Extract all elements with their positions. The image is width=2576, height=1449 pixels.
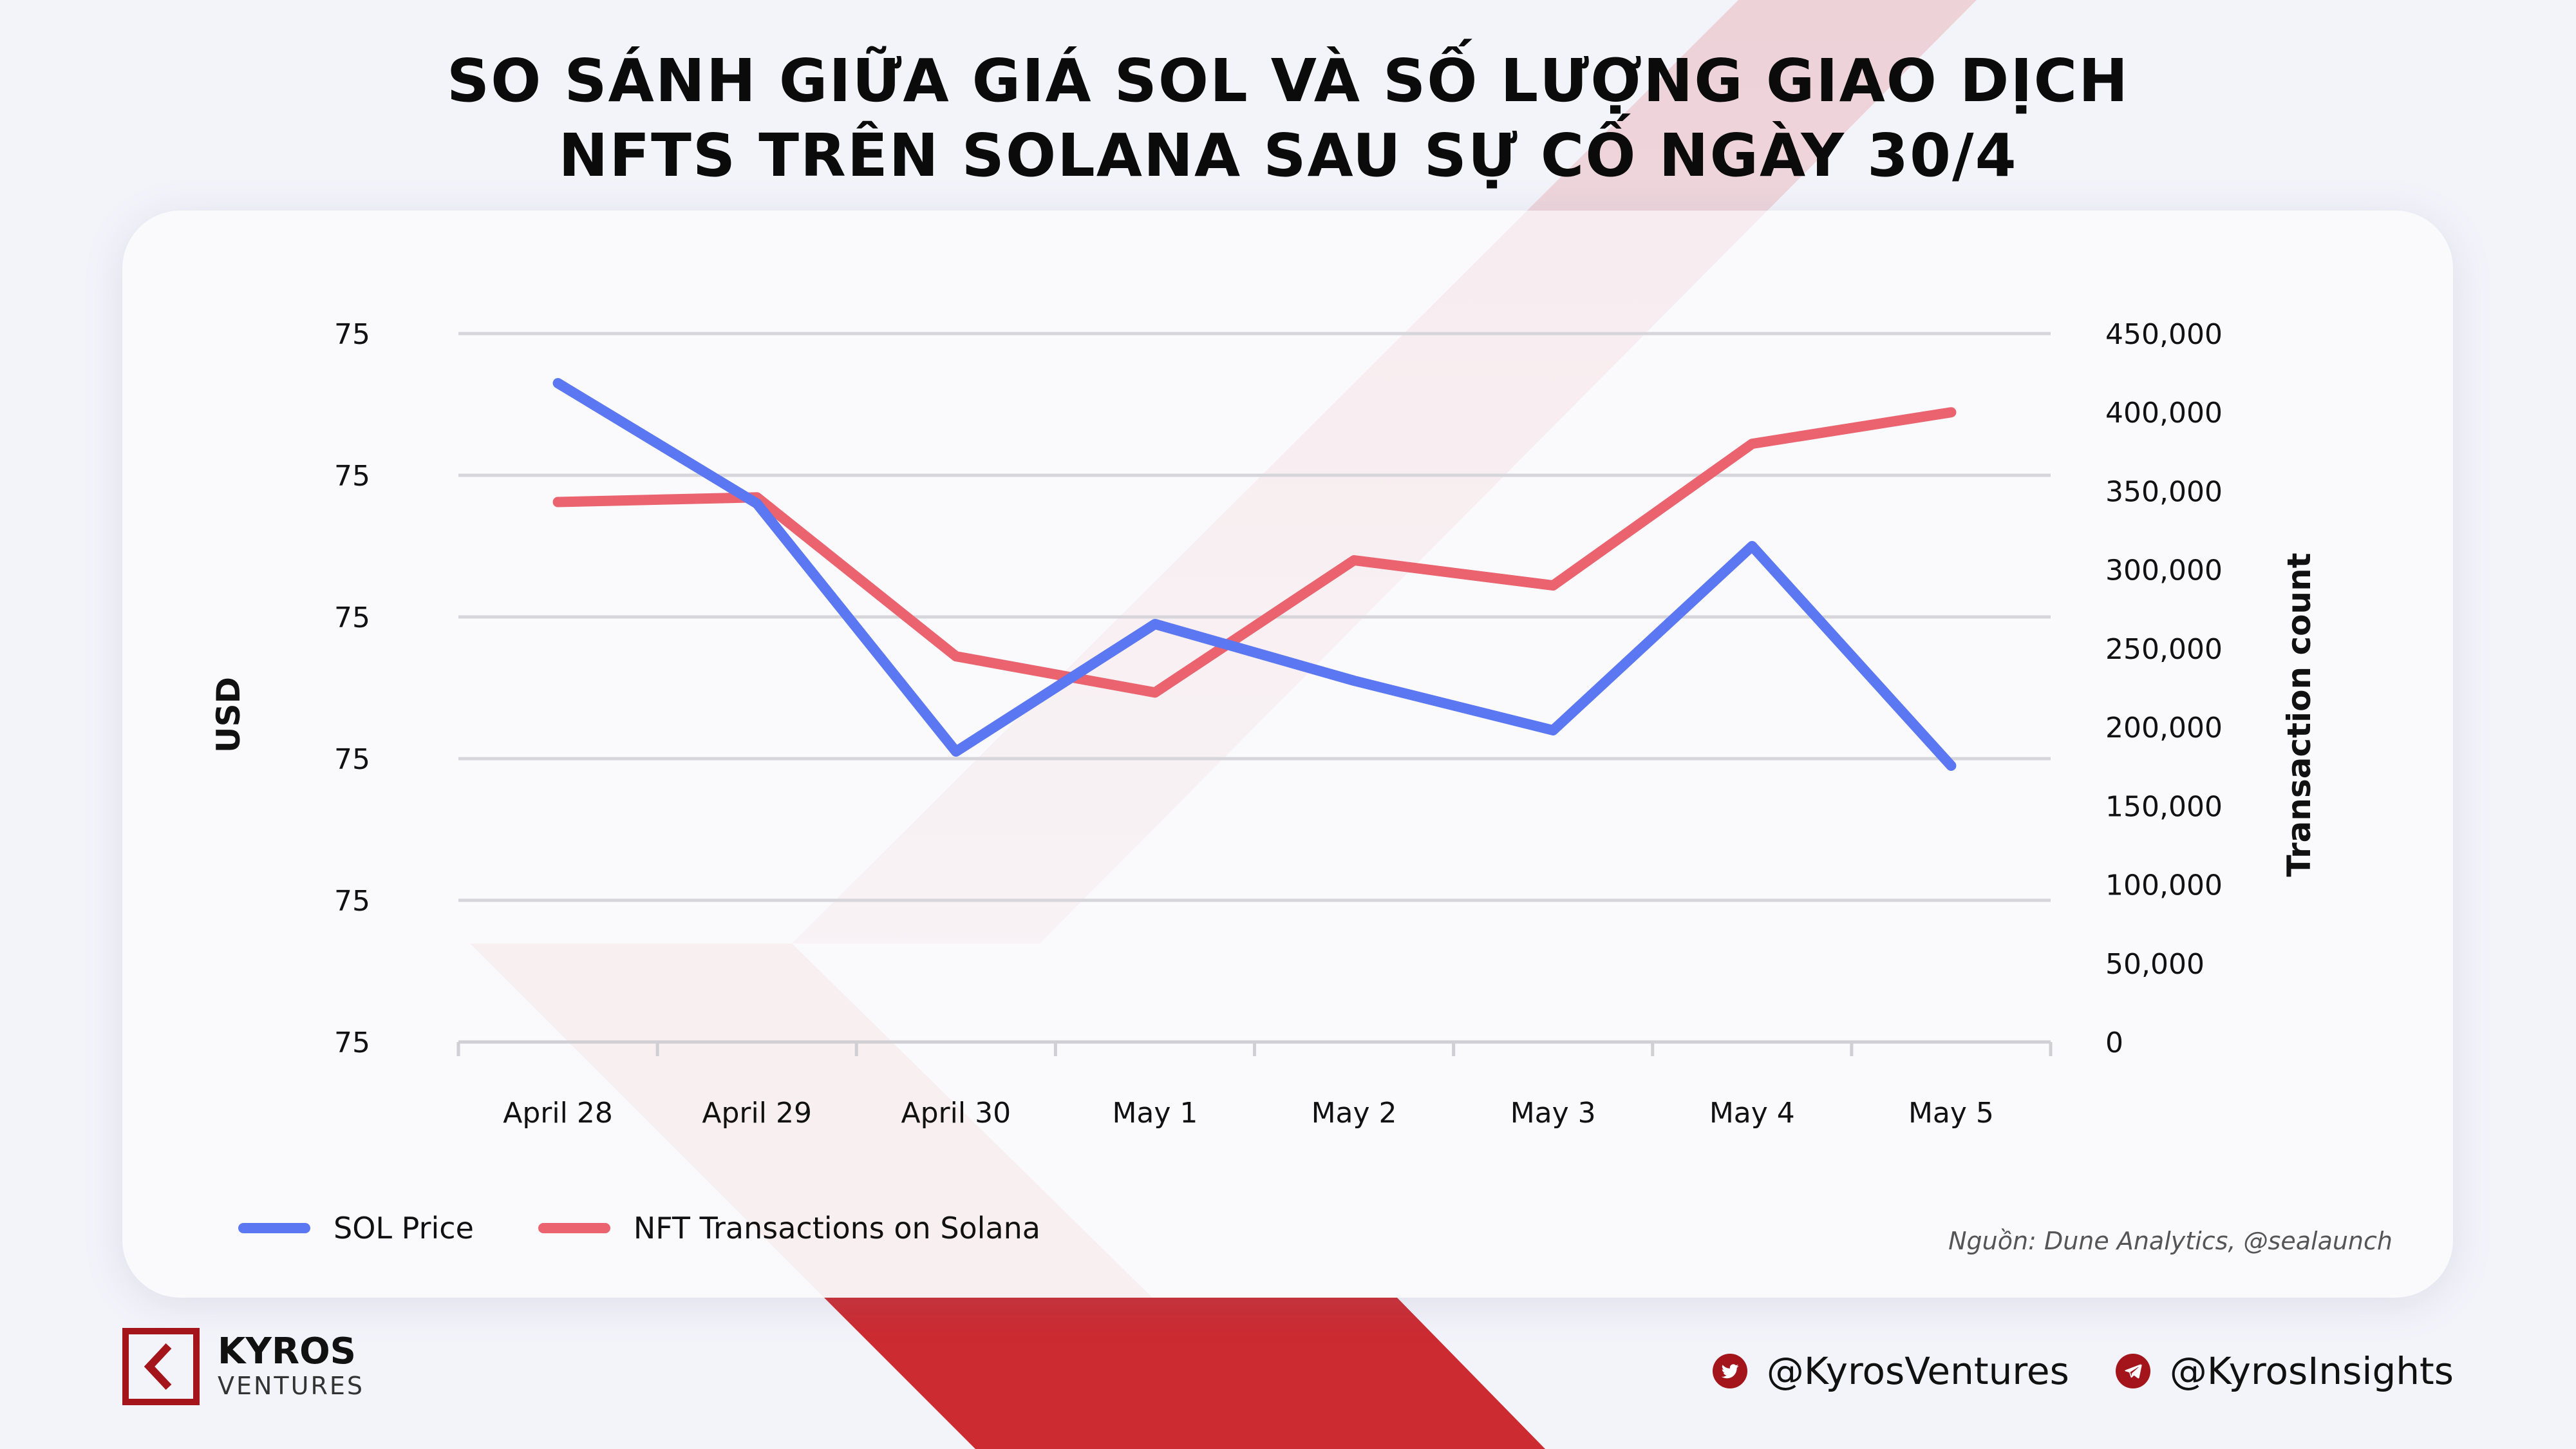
- legend-swatch-nft-transactions: [538, 1223, 610, 1233]
- telegram-icon: [2115, 1354, 2150, 1388]
- twitter-handle: @KyrosVentures: [1766, 1349, 2069, 1393]
- social-telegram[interactable]: @KyrosInsights: [2115, 1349, 2454, 1393]
- right-axis-tick-labels: 450,000 400,000 350,000 300,000 250,000 200,0…: [2105, 318, 2223, 1059]
- left-tick-label: 75: [334, 601, 370, 634]
- right-tick-label: 300,000: [2105, 554, 2223, 587]
- left-tick-label: 75: [334, 460, 370, 493]
- series-line-sol-price: [552, 378, 1957, 771]
- kyros-logo-icon: [122, 1328, 200, 1405]
- left-tick-label: 75: [334, 318, 370, 351]
- chart-title-line-1: SO SÁNH GIỮA GIÁ SOL VÀ SỐ LƯỢNG GIAO DỊ…: [446, 46, 2130, 115]
- chart-card: [122, 211, 2453, 1298]
- series-layer: [552, 378, 1957, 771]
- x-tick-label: May 3: [1510, 1097, 1596, 1130]
- x-tick-label: April 30: [901, 1097, 1011, 1130]
- x-tick-label: April 29: [702, 1097, 812, 1130]
- right-tick-label: 150,000: [2105, 790, 2223, 823]
- twitter-icon: [1712, 1354, 1747, 1388]
- x-tick-label: May 5: [1908, 1097, 1994, 1130]
- left-tick-label: 75: [334, 743, 370, 776]
- chart-title-line-2: NFTS TRÊN SOLANA SAU SỰ CỐ NGÀY 30/4: [558, 121, 2018, 190]
- right-tick-label: 350,000: [2105, 475, 2223, 508]
- right-tick-label: 200,000: [2105, 712, 2223, 744]
- legend-item-nft-transactions: NFT Transactions on Solana: [538, 1211, 1040, 1245]
- legend-item-sol-price: SOL Price: [238, 1211, 474, 1245]
- x-tick-label: May 1: [1112, 1097, 1198, 1130]
- left-tick-label: 75: [334, 1027, 370, 1059]
- ribbon-red-tail: [824, 1298, 1545, 1449]
- left-axis-tick-labels: 75 75 75 75 75 75: [334, 318, 370, 1059]
- right-tick-label: 450,000: [2105, 318, 2223, 351]
- x-tick-label: May 4: [1709, 1097, 1795, 1130]
- right-tick-label: 100,000: [2105, 869, 2223, 902]
- series-line-nft-transactions: [552, 407, 1957, 698]
- social-twitter[interactable]: @KyrosVentures: [1712, 1349, 2069, 1393]
- right-tick-label: 250,000: [2105, 633, 2223, 666]
- right-tick-label: 50,000: [2105, 948, 2205, 981]
- legend-label-nft-transactions: NFT Transactions on Solana: [633, 1211, 1040, 1245]
- telegram-handle: @KyrosInsights: [2169, 1349, 2454, 1393]
- brand-logo: KYROS VENTURES: [122, 1328, 364, 1405]
- chart-legend: SOL Price NFT Transactions on Solana: [238, 1211, 1105, 1245]
- right-axis-title: Transaction count: [2280, 553, 2318, 876]
- source-note: Nguồn: Dune Analytics, @sealaunch: [1948, 1227, 2393, 1255]
- gridlines: [458, 332, 2051, 1044]
- x-axis-ticks: [456, 1042, 2053, 1056]
- x-tick-label: April 28: [503, 1097, 613, 1130]
- x-tick-label: May 2: [1312, 1097, 1397, 1130]
- right-tick-label: 0: [2105, 1027, 2123, 1059]
- legend-label-sol-price: SOL Price: [334, 1211, 474, 1245]
- brand-subtitle: VENTURES: [218, 1372, 364, 1400]
- legend-swatch-sol-price: [238, 1223, 310, 1233]
- brand-name: KYROS: [218, 1331, 357, 1372]
- social-links: @KyrosVentures @KyrosInsights: [1666, 1349, 2454, 1393]
- x-axis-tick-labels: April 28 April 29 April 30 May 1 May 2 May 3 M…: [503, 1097, 1994, 1130]
- right-tick-label: 400,000: [2105, 397, 2223, 430]
- left-axis-title: USD: [210, 677, 247, 753]
- left-tick-label: 75: [334, 885, 370, 918]
